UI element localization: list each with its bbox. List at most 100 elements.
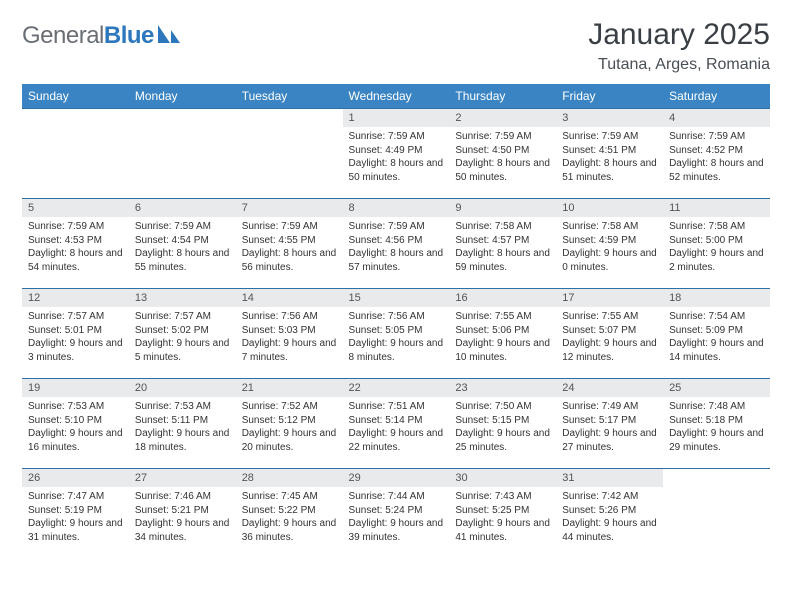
day-details: Sunrise: 7:46 AMSunset: 5:21 PMDaylight:…	[129, 487, 236, 548]
day-number: 30	[449, 469, 556, 487]
sunrise-line: Sunrise: 7:55 AM	[562, 310, 657, 324]
day-details: Sunrise: 7:56 AMSunset: 5:05 PMDaylight:…	[343, 307, 450, 368]
day-number: 9	[449, 199, 556, 217]
daylight-line: Daylight: 9 hours and 29 minutes.	[669, 427, 764, 454]
calendar-page: GeneralBlue January 2025 Tutana, Arges, …	[0, 0, 792, 559]
sunset-line: Sunset: 5:05 PM	[349, 324, 444, 338]
day-details: Sunrise: 7:57 AMSunset: 5:01 PMDaylight:…	[22, 307, 129, 368]
daylight-line: Daylight: 8 hours and 59 minutes.	[455, 247, 550, 274]
calendar-row: 5Sunrise: 7:59 AMSunset: 4:53 PMDaylight…	[22, 199, 770, 289]
day-number: 12	[22, 289, 129, 307]
calendar-cell: 15Sunrise: 7:56 AMSunset: 5:05 PMDayligh…	[343, 289, 450, 379]
day-number: 3	[556, 109, 663, 127]
day-number: 1	[343, 109, 450, 127]
sunrise-line: Sunrise: 7:56 AM	[242, 310, 337, 324]
sunrise-line: Sunrise: 7:55 AM	[455, 310, 550, 324]
sunset-line: Sunset: 5:18 PM	[669, 414, 764, 428]
sunset-line: Sunset: 5:22 PM	[242, 504, 337, 518]
daylight-line: Daylight: 8 hours and 54 minutes.	[28, 247, 123, 274]
calendar-cell: 10Sunrise: 7:58 AMSunset: 4:59 PMDayligh…	[556, 199, 663, 289]
weekday-header: Saturday	[663, 84, 770, 109]
daylight-line: Daylight: 9 hours and 14 minutes.	[669, 337, 764, 364]
sunrise-line: Sunrise: 7:44 AM	[349, 490, 444, 504]
calendar-cell: 19Sunrise: 7:53 AMSunset: 5:10 PMDayligh…	[22, 379, 129, 469]
day-details: Sunrise: 7:55 AMSunset: 5:07 PMDaylight:…	[556, 307, 663, 368]
calendar-cell: 27Sunrise: 7:46 AMSunset: 5:21 PMDayligh…	[129, 469, 236, 559]
calendar-row: 1Sunrise: 7:59 AMSunset: 4:49 PMDaylight…	[22, 109, 770, 199]
day-number: 4	[663, 109, 770, 127]
day-number: 16	[449, 289, 556, 307]
sunrise-line: Sunrise: 7:58 AM	[562, 220, 657, 234]
daylight-line: Daylight: 9 hours and 41 minutes.	[455, 517, 550, 544]
day-number: 10	[556, 199, 663, 217]
calendar-cell: 29Sunrise: 7:44 AMSunset: 5:24 PMDayligh…	[343, 469, 450, 559]
weekday-header: Tuesday	[236, 84, 343, 109]
sunrise-line: Sunrise: 7:59 AM	[562, 130, 657, 144]
calendar-cell: 23Sunrise: 7:50 AMSunset: 5:15 PMDayligh…	[449, 379, 556, 469]
day-number: 22	[343, 379, 450, 397]
day-number: 2	[449, 109, 556, 127]
location: Tutana, Arges, Romania	[588, 56, 770, 74]
sunrise-line: Sunrise: 7:43 AM	[455, 490, 550, 504]
day-number: 19	[22, 379, 129, 397]
calendar-cell	[22, 109, 129, 199]
day-details: Sunrise: 7:45 AMSunset: 5:22 PMDaylight:…	[236, 487, 343, 548]
calendar-cell: 21Sunrise: 7:52 AMSunset: 5:12 PMDayligh…	[236, 379, 343, 469]
sunset-line: Sunset: 5:12 PM	[242, 414, 337, 428]
sunset-line: Sunset: 4:54 PM	[135, 234, 230, 248]
day-details: Sunrise: 7:48 AMSunset: 5:18 PMDaylight:…	[663, 397, 770, 458]
sunrise-line: Sunrise: 7:46 AM	[135, 490, 230, 504]
calendar-cell	[129, 109, 236, 199]
day-number: 8	[343, 199, 450, 217]
day-number: 17	[556, 289, 663, 307]
day-number: 25	[663, 379, 770, 397]
sunrise-line: Sunrise: 7:59 AM	[669, 130, 764, 144]
weekday-header: Sunday	[22, 84, 129, 109]
sunrise-line: Sunrise: 7:53 AM	[28, 400, 123, 414]
day-number: 5	[22, 199, 129, 217]
sunrise-line: Sunrise: 7:56 AM	[349, 310, 444, 324]
sunrise-line: Sunrise: 7:47 AM	[28, 490, 123, 504]
sunrise-line: Sunrise: 7:59 AM	[455, 130, 550, 144]
sunset-line: Sunset: 5:06 PM	[455, 324, 550, 338]
calendar-cell: 11Sunrise: 7:58 AMSunset: 5:00 PMDayligh…	[663, 199, 770, 289]
daylight-line: Daylight: 9 hours and 22 minutes.	[349, 427, 444, 454]
daylight-line: Daylight: 8 hours and 50 minutes.	[455, 157, 550, 184]
sunrise-line: Sunrise: 7:59 AM	[135, 220, 230, 234]
sunrise-line: Sunrise: 7:42 AM	[562, 490, 657, 504]
day-number: 18	[663, 289, 770, 307]
weekday-header: Monday	[129, 84, 236, 109]
calendar-cell	[663, 469, 770, 559]
sunset-line: Sunset: 5:11 PM	[135, 414, 230, 428]
day-details: Sunrise: 7:58 AMSunset: 4:59 PMDaylight:…	[556, 217, 663, 278]
weekday-header-row: Sunday Monday Tuesday Wednesday Thursday…	[22, 84, 770, 109]
month-title: January 2025	[588, 18, 770, 52]
day-details: Sunrise: 7:59 AMSunset: 4:51 PMDaylight:…	[556, 127, 663, 188]
calendar-body: 1Sunrise: 7:59 AMSunset: 4:49 PMDaylight…	[22, 109, 770, 559]
daylight-line: Daylight: 9 hours and 16 minutes.	[28, 427, 123, 454]
daylight-line: Daylight: 9 hours and 27 minutes.	[562, 427, 657, 454]
day-details: Sunrise: 7:42 AMSunset: 5:26 PMDaylight:…	[556, 487, 663, 548]
sail-icon	[156, 23, 182, 50]
day-details: Sunrise: 7:58 AMSunset: 4:57 PMDaylight:…	[449, 217, 556, 278]
logo-text-gray: General	[22, 22, 104, 49]
day-number: 6	[129, 199, 236, 217]
daylight-line: Daylight: 9 hours and 20 minutes.	[242, 427, 337, 454]
day-number: 7	[236, 199, 343, 217]
sunset-line: Sunset: 4:56 PM	[349, 234, 444, 248]
day-number: 24	[556, 379, 663, 397]
calendar-cell: 5Sunrise: 7:59 AMSunset: 4:53 PMDaylight…	[22, 199, 129, 289]
calendar-cell	[236, 109, 343, 199]
title-block: January 2025 Tutana, Arges, Romania	[588, 18, 770, 74]
sunrise-line: Sunrise: 7:58 AM	[455, 220, 550, 234]
day-details: Sunrise: 7:47 AMSunset: 5:19 PMDaylight:…	[22, 487, 129, 548]
sunset-line: Sunset: 5:26 PM	[562, 504, 657, 518]
calendar-cell: 8Sunrise: 7:59 AMSunset: 4:56 PMDaylight…	[343, 199, 450, 289]
day-number: 31	[556, 469, 663, 487]
daylight-line: Daylight: 9 hours and 25 minutes.	[455, 427, 550, 454]
calendar-cell: 20Sunrise: 7:53 AMSunset: 5:11 PMDayligh…	[129, 379, 236, 469]
day-details: Sunrise: 7:59 AMSunset: 4:54 PMDaylight:…	[129, 217, 236, 278]
calendar-cell: 30Sunrise: 7:43 AMSunset: 5:25 PMDayligh…	[449, 469, 556, 559]
sunset-line: Sunset: 4:57 PM	[455, 234, 550, 248]
day-details: Sunrise: 7:49 AMSunset: 5:17 PMDaylight:…	[556, 397, 663, 458]
